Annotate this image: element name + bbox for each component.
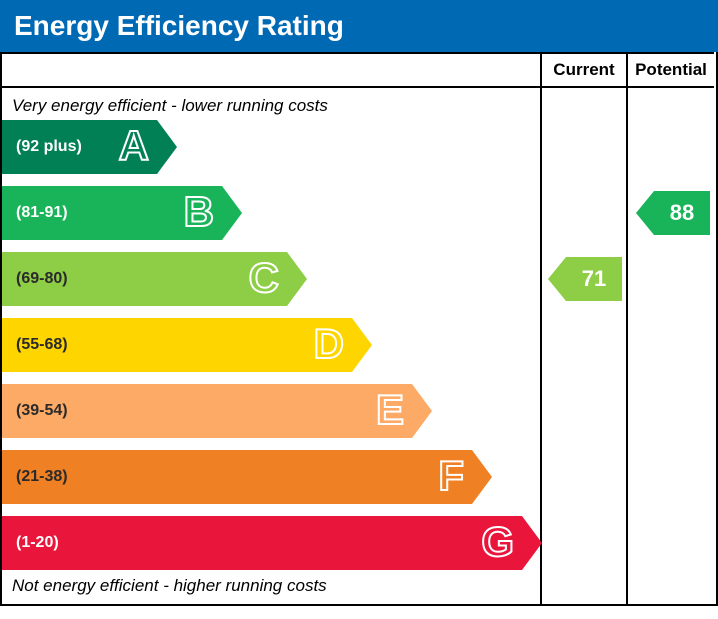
header-current: Current bbox=[542, 52, 628, 88]
bands-column: Very energy efficient - lower running co… bbox=[2, 88, 542, 604]
band-chevron-d bbox=[352, 318, 372, 372]
arrow-current: 71 bbox=[566, 257, 622, 301]
band-chevron-c bbox=[287, 252, 307, 306]
band-letter-f: F bbox=[438, 452, 464, 500]
epc-grid: Current Potential Very energy efficient … bbox=[0, 52, 718, 606]
band-f: (21-38) F bbox=[2, 450, 472, 504]
note-bottom: Not energy efficient - higher running co… bbox=[12, 576, 540, 596]
current-column: 71 bbox=[542, 88, 628, 604]
band-a: (92 plus) A bbox=[2, 120, 157, 174]
arrow-potential: 88 bbox=[654, 191, 710, 235]
band-letter-b: B bbox=[184, 188, 214, 236]
band-letter-d: D bbox=[314, 320, 344, 368]
note-top: Very energy efficient - lower running co… bbox=[12, 96, 540, 116]
band-d: (55-68) D bbox=[2, 318, 352, 372]
band-range-g: (1-20) bbox=[2, 534, 59, 552]
band-letter-a: A bbox=[119, 122, 149, 170]
band-chevron-g bbox=[522, 516, 542, 570]
title-text: Energy Efficiency Rating bbox=[14, 10, 344, 41]
band-chevron-b bbox=[222, 186, 242, 240]
bands-container: (92 plus) A (81-91) B (69-80) C (55-68) D (39-54… bbox=[2, 120, 540, 570]
title-bar: Energy Efficiency Rating bbox=[0, 0, 718, 52]
band-range-b: (81-91) bbox=[2, 204, 68, 222]
band-chevron-e bbox=[412, 384, 432, 438]
band-range-a: (92 plus) bbox=[2, 138, 82, 156]
arrow-potential-chevron bbox=[636, 191, 654, 235]
band-b: (81-91) B bbox=[2, 186, 222, 240]
arrow-current-chevron bbox=[548, 257, 566, 301]
band-range-d: (55-68) bbox=[2, 336, 68, 354]
band-range-f: (21-38) bbox=[2, 468, 68, 486]
band-range-e: (39-54) bbox=[2, 402, 68, 420]
potential-column: 88 bbox=[628, 88, 714, 604]
header-potential: Potential bbox=[628, 52, 714, 88]
band-range-c: (69-80) bbox=[2, 270, 68, 288]
band-g: (1-20) G bbox=[2, 516, 522, 570]
band-e: (39-54) E bbox=[2, 384, 412, 438]
band-letter-c: C bbox=[249, 254, 279, 302]
band-chevron-f bbox=[472, 450, 492, 504]
header-left-blank bbox=[2, 52, 542, 88]
band-letter-g: G bbox=[481, 518, 514, 566]
band-letter-e: E bbox=[376, 386, 404, 434]
band-chevron-a bbox=[157, 120, 177, 174]
band-c: (69-80) C bbox=[2, 252, 287, 306]
